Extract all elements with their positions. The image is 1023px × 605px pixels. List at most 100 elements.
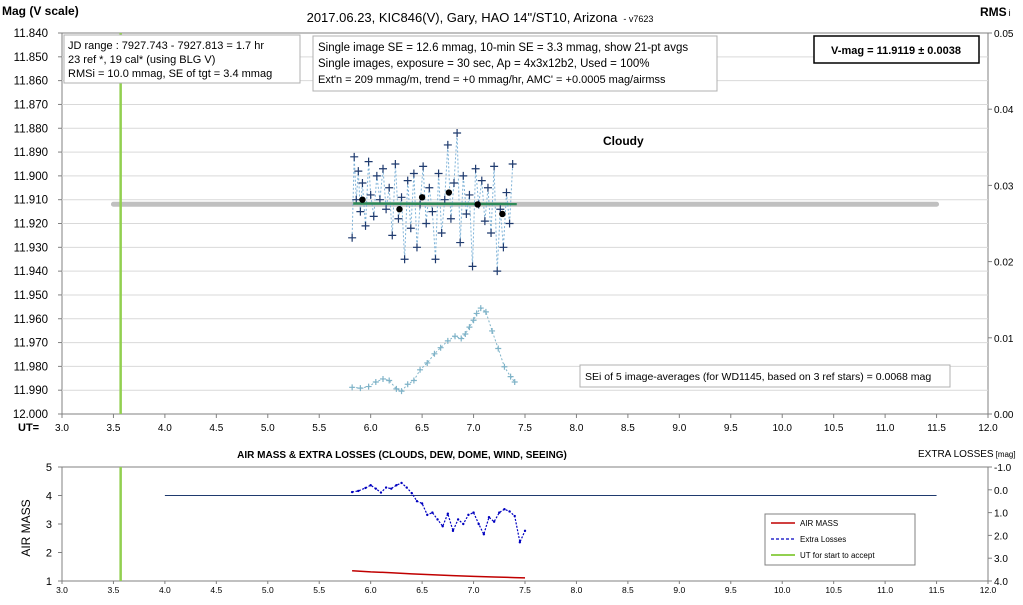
- top-right-axis-title-main: RMS: [980, 5, 1007, 19]
- top-y-tick-label: 11.860: [14, 76, 48, 88]
- sei-box: SEi of 5 image-averages (for WD1145, bas…: [579, 364, 951, 388]
- bottom-left-axis-title: AIR MASS: [19, 499, 33, 556]
- info-box-exposure-frame: [312, 35, 718, 92]
- bottom-x-tick-label: 4.5: [210, 585, 222, 595]
- rmsi-point: [452, 333, 459, 340]
- single-image-point: [394, 214, 403, 223]
- single-image-point: [508, 159, 517, 168]
- legend-label-extra-losses: Extra Losses: [800, 535, 846, 544]
- single-image-point: [400, 255, 409, 264]
- extra-losses-point: [369, 484, 372, 487]
- top-x-tick-label: 4.0: [158, 423, 172, 434]
- bottom-y2-tick-label: 1.0: [994, 509, 1008, 520]
- top-series: [110, 33, 940, 414]
- single-image-point: [499, 243, 508, 252]
- extra-losses-point: [482, 533, 486, 536]
- bottom-x-tick-label: 11.0: [877, 585, 893, 595]
- sei-box-text: SEi of 5 image-averages (for WD1145, bas…: [585, 371, 931, 383]
- top-y-tick-label: 11.930: [14, 242, 48, 254]
- top-y2-tick-label: 0.01: [994, 334, 1014, 345]
- top-x-tick-label: 11.5: [927, 423, 946, 434]
- single-image-point: [490, 162, 499, 171]
- single-image-point: [422, 219, 431, 228]
- rmsi-point: [482, 308, 489, 315]
- rmsi-point: [470, 317, 477, 324]
- top-y-tick-label: 11.980: [14, 361, 48, 373]
- top-x-tick-label: 3.5: [106, 423, 120, 434]
- single-image-point: [348, 233, 357, 242]
- extra-losses-point: [462, 522, 465, 526]
- single-image-point: [468, 262, 477, 271]
- rmsi-point: [495, 345, 502, 352]
- info-box-exposure-line-3: Ext'n = 209 mmag/m, trend = +0 mmag/hr, …: [318, 74, 666, 86]
- bottom-right-axis-title-main: EXTRA LOSSES: [918, 449, 994, 460]
- top-y-tick-label: 11.900: [14, 171, 48, 183]
- top-y-tick-label: 11.870: [14, 99, 48, 111]
- top-x-tick-label: 11.0: [876, 423, 895, 434]
- bottom-x-tick-label: 6.5: [416, 585, 428, 595]
- single-image-point: [382, 205, 391, 214]
- rmsi-point: [477, 305, 484, 312]
- rmsi-point: [473, 310, 480, 317]
- bottom-y2-tick-label: 4.0: [994, 577, 1008, 588]
- rmsi-point: [417, 366, 424, 373]
- single-image-point: [465, 190, 474, 199]
- top-y-tick-label: 11.990: [14, 385, 48, 397]
- bottom-x-tick-label: 5.5: [313, 585, 325, 595]
- bottom-x-tick-label: 3.0: [56, 585, 68, 595]
- extra-losses-point: [364, 486, 367, 490]
- extra-losses-point: [350, 490, 354, 494]
- extra-losses-point: [467, 513, 470, 517]
- extra-losses-point: [441, 525, 444, 528]
- bottom-legend: AIR MASS Extra Losses UT for start to ac…: [764, 513, 916, 566]
- single-image-point: [480, 217, 489, 226]
- extra-losses-point: [374, 487, 378, 490]
- extra-losses-point: [426, 513, 429, 517]
- info-box-range: JD range : 7927.743 - 7927.813 = 1.7 hr …: [63, 34, 301, 84]
- single-image-point: [391, 159, 400, 168]
- top-y-tick-label: 11.910: [14, 195, 48, 207]
- bottom-x-tick-label: 6.0: [365, 585, 377, 595]
- single-image-point: [358, 179, 367, 188]
- single-image-point: [453, 129, 462, 138]
- rmsi-point: [380, 375, 387, 382]
- extra-losses-point: [405, 486, 408, 489]
- average-point: [445, 189, 453, 196]
- single-image-point: [462, 209, 471, 218]
- extra-losses-point: [477, 522, 480, 526]
- single-image-point: [437, 229, 446, 238]
- extra-losses-point: [503, 507, 506, 511]
- top-y2-tick-label: 0.03: [994, 181, 1014, 192]
- single-image-point: [388, 231, 397, 240]
- single-image-point: [487, 229, 496, 238]
- bottom-x-tick-label: 8.5: [622, 585, 634, 595]
- single-image-point: [502, 188, 511, 197]
- top-x-tick-label: 4.5: [209, 423, 223, 434]
- bottom-y2-tick-labels: -1.0 0.0 1.0 2.0 3.0 4.0: [988, 463, 1012, 588]
- bottom-right-axis-title: EXTRA LOSSES [mag]: [918, 449, 1016, 460]
- average-point: [359, 196, 366, 203]
- bottom-x-tick-label: 4.0: [159, 585, 171, 595]
- single-image-point: [431, 255, 440, 264]
- bottom-y-tick-label: 3: [46, 519, 52, 531]
- single-image-point: [456, 238, 465, 247]
- top-y2-tick-label: 0.02: [994, 258, 1014, 269]
- rmsi-point: [431, 350, 438, 357]
- top-x-tick-label: 9.0: [672, 423, 686, 434]
- bottom-x-tick-labels: 3.0 3.5 4.0 4.5 5.0 5.5 6.0 6.5 7.0 7.5 8.0 8.5 9.0 9…: [56, 581, 997, 595]
- single-image-point: [366, 190, 375, 199]
- bottom-x-tick-label: 9.5: [725, 585, 737, 595]
- extra-losses-point: [472, 511, 475, 514]
- bottom-x-tick-label: 5.0: [262, 585, 274, 595]
- rmsi-point: [458, 335, 465, 342]
- rmsi-point: [444, 337, 451, 344]
- single-image-point: [434, 169, 443, 178]
- single-image-point: [477, 176, 486, 185]
- single-image-point: [446, 214, 455, 223]
- top-chart-title: 2017.06.23, KIC846(V), Gary, HAO 14"/ST1…: [307, 10, 654, 25]
- extra-losses-point: [400, 481, 403, 485]
- bottom-x-tick-label: 3.5: [108, 585, 120, 595]
- extra-losses-point: [492, 520, 496, 523]
- rmsi-point: [398, 388, 405, 395]
- top-x-tick-label: 8.5: [621, 423, 635, 434]
